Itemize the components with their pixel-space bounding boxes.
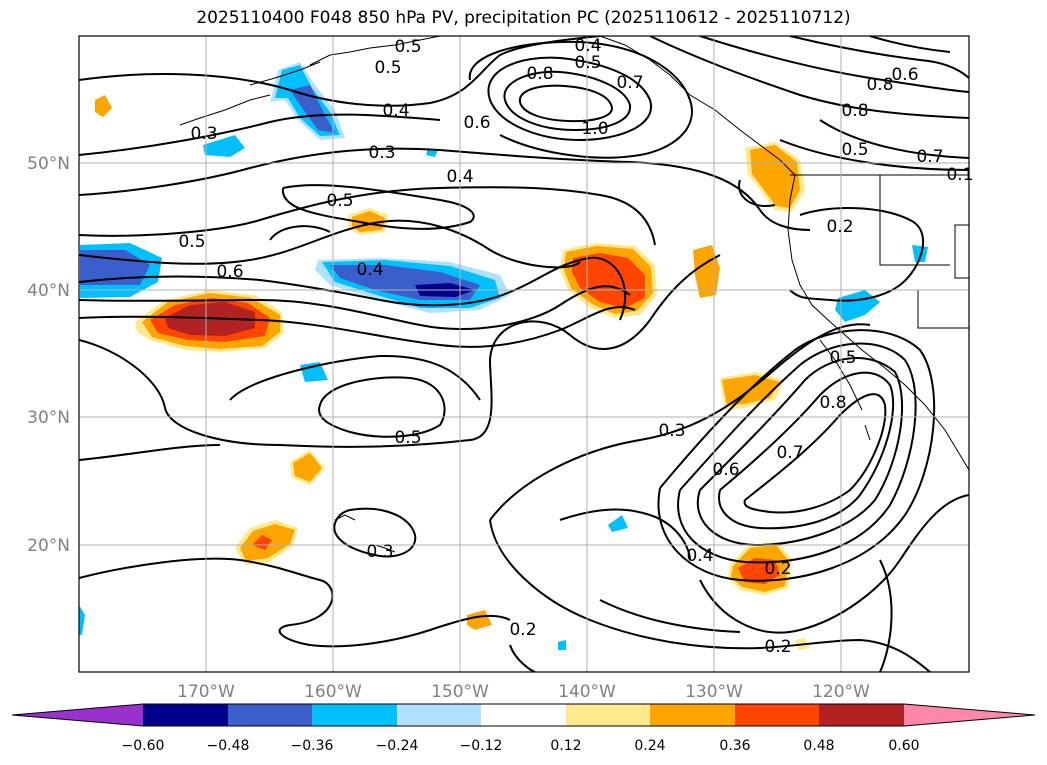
colorbar-segment	[735, 704, 819, 726]
colorbar-tick-label: −0.12	[460, 738, 503, 754]
colorbar-max-extend	[904, 704, 1035, 726]
contour-label: 0.6	[463, 113, 490, 133]
colorbar-segment	[228, 704, 312, 726]
page-title: 2025110400 F048 850 hPa PV, precipitatio…	[196, 8, 851, 28]
contour-label: 0.2	[826, 217, 853, 237]
gridlines	[79, 36, 969, 672]
lat-label: 50°N	[27, 154, 70, 174]
contour-label: 0.5	[829, 348, 856, 368]
colorbar-segment	[312, 704, 397, 726]
lat-label: 40°N	[27, 281, 70, 301]
contour-label: 0.3	[658, 421, 685, 441]
colorbar-segment	[397, 704, 481, 726]
contour-label: 0.4	[356, 260, 383, 280]
contour-label: 0.4	[574, 36, 601, 56]
colorbar-outline	[11, 703, 1036, 727]
latitude-labels: 50°N 40°N 30°N 20°N	[27, 154, 70, 556]
contour-label: 0.8	[841, 101, 868, 121]
colorbar-segment	[819, 704, 904, 726]
contour-label: 0.4	[686, 546, 713, 566]
colorbar-tick-label: 0.48	[803, 738, 834, 754]
contour-label: 0.6	[712, 460, 739, 480]
colorbar-tick-label: 0.36	[719, 738, 750, 754]
contour-label: 0.2	[509, 620, 536, 640]
lat-label: 20°N	[27, 536, 70, 556]
colorbar-tick-label: −0.48	[207, 738, 250, 754]
contour-label: 0.8	[866, 75, 893, 95]
contour-label: 0.5	[326, 191, 353, 211]
colorbar-segment	[481, 704, 566, 726]
colorbar-segment	[566, 704, 650, 726]
colorbar-tick-label: 0.24	[634, 738, 665, 754]
colorbar-min-extend	[12, 704, 143, 726]
colorbar-tick-label: 0.60	[888, 738, 919, 754]
contour-label: 0.8	[819, 393, 846, 413]
colorbar-segment	[143, 704, 228, 726]
lat-label: 30°N	[27, 408, 70, 428]
contour-labels: 0.5 0.4 0.5 0.8 0.7 0.5 0.6 0.8 0.3 0.4 …	[178, 36, 973, 657]
contour-label: 0.5	[374, 58, 401, 78]
colorbar-tick-label: −0.24	[376, 738, 419, 754]
contour-label: 0.3	[368, 143, 395, 163]
contour-label: 0.2	[764, 637, 791, 657]
colorbar-tick-label: −0.36	[291, 738, 334, 754]
colorbar-tick-label: −0.60	[122, 738, 165, 754]
contour-label: 0.1	[946, 165, 973, 185]
lon-label: 130°W	[685, 682, 743, 702]
contour-label: 0.3	[366, 542, 393, 562]
contour-label: 0.2	[764, 559, 791, 579]
contour-label: 0.8	[526, 64, 553, 84]
lon-label: 170°W	[177, 682, 235, 702]
contour-label: 0.5	[394, 428, 421, 448]
contour-label: 0.4	[446, 167, 473, 187]
contour-label: 0.4	[382, 101, 409, 121]
colorbar: −0.60 −0.48 −0.36 −0.24 −0.12 0.12 0.24 …	[11, 703, 1036, 754]
longitude-labels: 170°W 160°W 150°W 140°W 130°W 120°W	[177, 682, 870, 702]
colorbar-segment	[650, 704, 735, 726]
pv-contours	[79, 36, 969, 672]
colorbar-tick-label: 0.12	[550, 738, 581, 754]
lon-label: 160°W	[304, 682, 362, 702]
contour-label: 0.7	[916, 147, 943, 167]
contour-label: 1.0	[581, 119, 608, 139]
contour-label: 0.5	[574, 53, 601, 73]
contour-label: 0.7	[616, 73, 643, 93]
map-frame	[78, 35, 970, 673]
lon-label: 120°W	[812, 682, 870, 702]
contour-label: 0.5	[178, 232, 205, 252]
lon-label: 140°W	[558, 682, 616, 702]
contour-label: 0.6	[216, 262, 243, 282]
contour-label: 0.5	[841, 140, 868, 160]
contour-label: 0.7	[776, 443, 803, 463]
lon-label: 150°W	[431, 682, 489, 702]
contour-label: 0.6	[891, 65, 918, 85]
contour-label: 0.3	[190, 124, 217, 144]
contour-label: 0.5	[394, 37, 421, 57]
